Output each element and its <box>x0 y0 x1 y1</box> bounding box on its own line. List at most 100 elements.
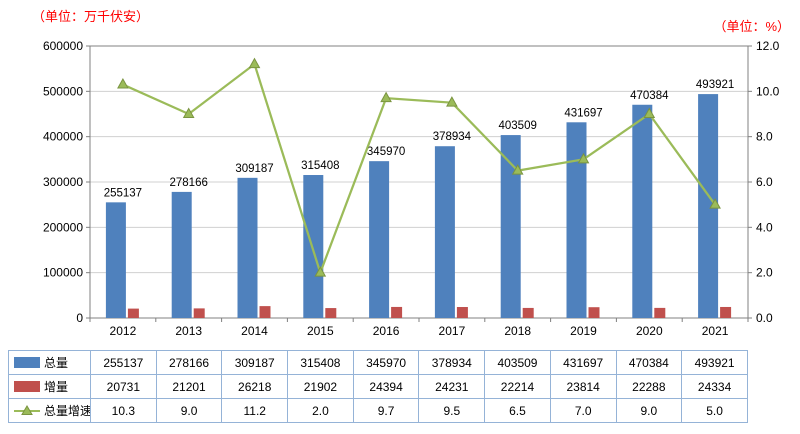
left-axis-tick-label: 0 <box>76 311 83 325</box>
legend-swatch-icon <box>14 357 40 368</box>
left-axis-tick-label: 500000 <box>43 84 83 98</box>
table-value-growth-2012: 10.3 <box>90 398 157 423</box>
right-axis-tick-label: 10.0 <box>756 84 780 98</box>
bar-increment <box>127 308 139 318</box>
right-axis-tick-label: 8.0 <box>756 130 773 144</box>
left-axis-tick-label: 200000 <box>43 220 83 234</box>
table-value-increment-2014: 26218 <box>221 374 289 399</box>
bar-increment <box>720 306 732 318</box>
table-value-increment-2021: 24334 <box>681 374 748 399</box>
bar-increment <box>193 308 205 318</box>
table-value-growth-2015: 2.0 <box>287 398 354 423</box>
right-axis-tick-label: 6.0 <box>756 175 773 189</box>
bar-total <box>369 161 390 318</box>
table-value-growth-2020: 9.0 <box>615 398 683 423</box>
table-value-total-2020: 470384 <box>615 350 683 375</box>
growth-marker-icon <box>709 198 721 209</box>
table-value-increment-2018: 22214 <box>484 374 551 399</box>
left-axis-tick-label: 600000 <box>43 39 83 53</box>
year-label: 2017 <box>439 324 466 338</box>
legend-label-increment: 增量 <box>44 380 69 394</box>
right-axis-tick-label: 4.0 <box>756 220 773 234</box>
right-axis-tick-label: 2.0 <box>756 266 773 280</box>
bar-total <box>105 202 126 318</box>
table-value-total-2015: 315408 <box>287 350 354 375</box>
bar-value-label: 431697 <box>564 107 602 119</box>
table-value-increment-2019: 23814 <box>549 374 617 399</box>
table-value-total-2016: 345970 <box>352 350 420 375</box>
table-value-total-2014: 309187 <box>221 350 289 375</box>
bar-total <box>632 104 653 319</box>
year-label: 2013 <box>175 324 202 338</box>
growth-marker-icon <box>511 164 524 175</box>
table-value-growth-2021: 5.0 <box>681 398 748 423</box>
legend-cell-total: 总量 <box>8 350 91 375</box>
bar-increment <box>391 306 403 318</box>
table-value-increment-2017: 24231 <box>418 374 486 399</box>
left-axis-tick-label: 300000 <box>43 175 83 189</box>
bar-total <box>237 177 258 318</box>
table-value-increment-2016: 24394 <box>352 374 420 399</box>
bar-total <box>566 122 587 318</box>
bar-value-label: 403509 <box>499 120 537 132</box>
left-axis-unit-label: （单位：万千伏安） <box>32 9 150 24</box>
bar-value-label: 345970 <box>367 146 405 158</box>
table-value-growth-2016: 9.7 <box>352 398 420 423</box>
combo-bar-line-chart: 0 100000 200000 300000 400000 500000 600000 0.0… <box>43 39 780 338</box>
growth-marker-icon <box>182 107 195 118</box>
table-value-increment-2012: 20731 <box>90 374 157 399</box>
year-label: 2018 <box>504 324 531 338</box>
year-label: 2019 <box>570 324 597 338</box>
bar-increment <box>259 306 271 318</box>
growth-marker-icon <box>577 152 590 164</box>
table-value-total-2013: 278166 <box>155 350 223 375</box>
table-value-total-2021: 493921 <box>681 350 748 375</box>
growth-marker-icon <box>446 96 458 107</box>
year-label: 2020 <box>636 324 663 338</box>
bar-total <box>171 191 192 318</box>
table-value-increment-2020: 22288 <box>615 374 683 399</box>
right-axis-tick-label: 12.0 <box>756 39 780 53</box>
right-axis-tick-label: 0.0 <box>756 311 773 325</box>
growth-marker-icon <box>248 57 261 69</box>
bar-value-label: 470384 <box>630 90 669 102</box>
year-label: 2015 <box>307 324 334 338</box>
bar-total <box>434 146 455 318</box>
growth-marker-icon <box>643 107 656 118</box>
table-value-growth-2019: 7.0 <box>549 398 617 423</box>
year-label: 2012 <box>110 324 137 338</box>
legend-label-total: 总量 <box>44 356 69 370</box>
bar-total <box>303 175 324 318</box>
legend-cell-increment: 增量 <box>8 374 91 399</box>
year-label: 2014 <box>241 324 268 338</box>
bar-value-label: 315408 <box>301 160 339 172</box>
bar-value-label: 278166 <box>170 177 208 189</box>
year-label: 2021 <box>702 324 729 338</box>
bar-increment <box>588 307 600 318</box>
table-value-total-2019: 431697 <box>549 350 617 375</box>
bar-value-label: 309187 <box>235 163 273 175</box>
growth-marker-icon <box>314 266 327 277</box>
table-value-growth-2014: 11.2 <box>221 398 289 423</box>
bar-increment <box>522 307 534 318</box>
bar-total <box>698 94 719 319</box>
bar-increment <box>325 308 337 318</box>
table-value-growth-2013: 9.0 <box>155 398 223 423</box>
year-label: 2016 <box>373 324 400 338</box>
legend-cell-growth: 总量增速 <box>8 398 91 423</box>
table-value-growth-2018: 6.5 <box>484 398 551 423</box>
bar-value-label: 378934 <box>433 131 472 143</box>
table-row-total: 总量 255137 278166 309187 315408 345970 378934 40… <box>8 350 748 375</box>
bar-increment <box>654 307 666 318</box>
left-axis-tick-label: 400000 <box>43 130 83 144</box>
table-value-total-2017: 378934 <box>418 350 486 375</box>
table-row-growth: 总量增速 10.3 9.0 11.2 2.0 9.7 9.5 6.5 7.0 9.0 5.0 <box>8 398 748 423</box>
growth-line <box>122 62 717 277</box>
table-row-increment: 增量 20731 21201 26218 21902 24394 24231 22214 238… <box>8 374 748 399</box>
chart-data-table: 总量 255137 278166 309187 315408 345970 378934 40… <box>8 350 748 423</box>
table-value-growth-2017: 9.5 <box>418 398 486 423</box>
right-axis-unit-label: （单位：%） <box>713 19 790 34</box>
growth-marker-icon <box>380 91 392 103</box>
table-value-increment-2015: 21902 <box>287 374 354 399</box>
